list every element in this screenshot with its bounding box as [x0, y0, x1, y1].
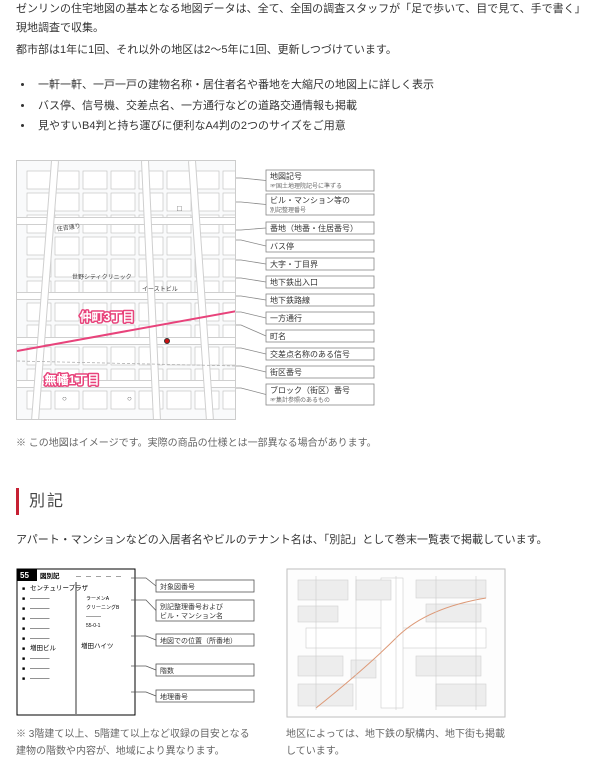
svg-text:□: □ [177, 204, 182, 213]
svg-text:———: ——— [30, 595, 50, 602]
svg-text:■: ■ [22, 646, 25, 652]
svg-text:———: ——— [30, 605, 50, 612]
legend-note: ※ 3階建て以上、5階建て以上など収録の目安となる建物の階数や内容が、地域により… [16, 726, 256, 760]
svg-text:増田ビル: 増田ビル [30, 643, 57, 652]
svg-text:■: ■ [22, 666, 25, 672]
svg-text:—: — [86, 574, 91, 580]
svg-text:———: ——— [30, 655, 50, 662]
sample-map: 住吉通り世野シティクリニックイーストビル仲町3丁目無幡1丁目○○□ [16, 160, 236, 420]
svg-text:■: ■ [22, 676, 25, 682]
svg-text:階数: 階数 [160, 666, 174, 675]
station-note: 地区によっては、地下鉄の駅構内、地下街も掲載しています。 [286, 726, 506, 760]
svg-text:———: ——— [30, 665, 50, 672]
svg-text:別記整理番号および: 別記整理番号および [160, 602, 223, 611]
svg-text:無幡1丁目: 無幡1丁目 [45, 372, 100, 387]
feature-item: 一軒一軒、一戸一戸の建物名称・居住者名や番地を大縮尺の地図上に詳しく表示 [34, 76, 585, 95]
svg-text:地図記号: 地図記号 [270, 171, 302, 181]
svg-text:一方通行: 一方通行 [270, 313, 302, 323]
svg-text:○: ○ [127, 394, 132, 403]
feature-item: バス停、信号機、交差点名、一方通行などの道路交通情報も掲載 [34, 97, 585, 116]
svg-text:■: ■ [22, 656, 25, 662]
bekki-lead: アパート・マンションなどの入居者名やビルのテナント名は、「別記」として巻末一覧表… [16, 531, 585, 550]
svg-text:図別記: 図別記 [40, 571, 60, 580]
svg-text:☞集計参照のあるもの: ☞集計参照のあるもの [270, 396, 330, 404]
svg-text:イーストビル: イーストビル [142, 285, 178, 293]
svg-text:○: ○ [62, 394, 67, 403]
svg-text:55-0-1: 55-0-1 [86, 623, 101, 629]
svg-text:交差点名称のある信号: 交差点名称のある信号 [270, 349, 350, 359]
svg-text:クリーニングB: クリーニングB [86, 604, 120, 611]
svg-text:地下鉄出入口: 地下鉄出入口 [270, 277, 318, 287]
svg-text:町名: 町名 [270, 331, 286, 341]
svg-text:ビル・マンション名: ビル・マンション名 [160, 611, 223, 620]
svg-text:—: — [106, 574, 111, 580]
legend-canvas: 55図別記—————■センチュリープラザ■———■———■———■———■———… [16, 568, 256, 718]
sample-map-note: ※ この地図はイメージです。実際の商品の仕様とは一部異なる場合があります。 [16, 435, 585, 452]
svg-text:地下鉄路線: 地下鉄路線 [270, 295, 310, 305]
svg-text:■: ■ [22, 626, 25, 632]
sample-map-canvas: 住吉通り世野シティクリニックイーストビル仲町3丁目無幡1丁目○○□ [16, 160, 236, 420]
svg-text:55: 55 [20, 571, 29, 580]
svg-text:ビル・マンション等の: ビル・マンション等の [270, 195, 350, 205]
callout-column: 地図記号☞国土地理院記号に準ずるビル・マンション等の別記整理番号番地（地番・住居… [236, 160, 376, 427]
section-heading-bekki: 別記 [16, 488, 585, 515]
intro-line-2: 都市部は1年に1回、それ以外の地区は2〜5年に1回、更新しつづけています。 [16, 41, 585, 60]
svg-text:増田ハイツ: 増田ハイツ [81, 641, 113, 650]
svg-text:番地（地番・住居番号）: 番地（地番・住居番号） [270, 223, 358, 233]
svg-text:☞国土地理院記号に準ずる: ☞国土地理院記号に準ずる [270, 182, 342, 190]
feature-list: 一軒一軒、一戸一戸の建物名称・居住者名や番地を大縮尺の地図上に詳しく表示 バス停… [16, 76, 585, 136]
sample-map-block: 住吉通り世野シティクリニックイーストビル仲町3丁目無幡1丁目○○□ 地図記号☞国… [16, 160, 585, 452]
svg-text:———: ——— [30, 675, 50, 682]
svg-text:大字・丁目界: 大字・丁目界 [270, 259, 318, 269]
svg-text:■: ■ [22, 596, 25, 602]
svg-text:———: ——— [86, 614, 101, 620]
svg-text:———: ——— [30, 635, 50, 642]
svg-text:—: — [116, 574, 121, 580]
legend-figure: 55図別記—————■センチュリープラザ■———■———■———■———■———… [16, 568, 256, 760]
intro-line-1: ゼンリンの住宅地図の基本となる地図データは、全て、全国の調査スタッフが「足で歩い… [16, 0, 585, 37]
svg-text:仲町3丁目: 仲町3丁目 [80, 309, 135, 324]
svg-text:地理番号: 地理番号 [160, 692, 188, 701]
svg-text:———: ——— [30, 625, 50, 632]
svg-text:世野シティクリニック: 世野シティクリニック [72, 273, 132, 281]
svg-text:ラーメンA: ラーメンA [86, 596, 110, 602]
svg-text:■: ■ [22, 616, 25, 622]
svg-text:———: ——— [30, 615, 50, 622]
station-canvas [286, 568, 506, 718]
svg-text:センチュリープラザ: センチュリープラザ [30, 584, 89, 592]
callout-canvas: 地図記号☞国土地理院記号に準ずるビル・マンション等の別記整理番号番地（地番・住居… [236, 160, 376, 420]
svg-text:地図での位置（所番地）: 地図での位置（所番地） [160, 636, 237, 645]
svg-text:■: ■ [22, 636, 25, 642]
svg-text:街区番号: 街区番号 [270, 367, 302, 377]
svg-text:別記整理番号: 別記整理番号 [270, 206, 306, 214]
svg-text:ブロック（街区）番号: ブロック（街区）番号 [270, 385, 350, 395]
intro-block: ゼンリンの住宅地図の基本となる地図データは、全て、全国の調査スタッフが「足で歩い… [16, 0, 585, 60]
svg-text:—: — [96, 574, 101, 580]
svg-text:—: — [76, 574, 81, 580]
svg-text:バス停: バス停 [270, 241, 294, 251]
svg-text:■: ■ [22, 586, 25, 592]
station-figure: 地区によっては、地下鉄の駅構内、地下街も掲載しています。 [286, 568, 506, 760]
svg-text:■: ■ [22, 606, 25, 612]
svg-text:対象図番号: 対象図番号 [160, 582, 195, 591]
feature-item: 見やすいB4判と持ち運びに便利なA4判の2つのサイズをご用意 [34, 117, 585, 136]
